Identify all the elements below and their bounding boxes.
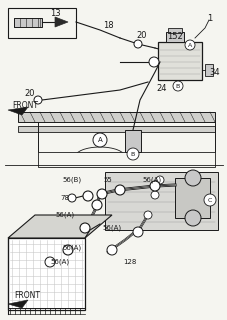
Text: 56(A): 56(A) <box>102 225 121 231</box>
Text: A: A <box>187 43 191 47</box>
Polygon shape <box>18 126 214 132</box>
Bar <box>14 18 42 27</box>
Text: 56(B): 56(B) <box>62 177 81 183</box>
Text: 20: 20 <box>25 89 35 98</box>
Bar <box>8 8 76 38</box>
Circle shape <box>150 191 158 199</box>
Circle shape <box>172 81 182 91</box>
Circle shape <box>83 191 93 201</box>
Polygon shape <box>8 107 28 115</box>
Text: FRONT: FRONT <box>12 100 38 109</box>
Circle shape <box>203 194 215 206</box>
Circle shape <box>45 257 55 267</box>
Circle shape <box>126 148 138 160</box>
Ellipse shape <box>124 127 140 133</box>
Circle shape <box>114 185 124 195</box>
Circle shape <box>34 96 42 104</box>
Circle shape <box>148 57 158 67</box>
Text: 24: 24 <box>156 84 167 92</box>
Bar <box>124 130 140 152</box>
Circle shape <box>106 245 116 255</box>
Circle shape <box>132 227 142 237</box>
Bar <box>204 64 212 76</box>
Text: 1: 1 <box>207 13 212 22</box>
Text: FRONT: FRONT <box>14 292 40 300</box>
Circle shape <box>184 40 194 50</box>
Text: A: A <box>97 137 102 143</box>
Text: 20: 20 <box>136 30 147 39</box>
Circle shape <box>92 200 101 210</box>
Bar <box>165 32 183 42</box>
Circle shape <box>68 194 76 202</box>
Text: 56(A): 56(A) <box>142 177 161 183</box>
Circle shape <box>149 181 159 191</box>
Polygon shape <box>18 112 214 122</box>
Circle shape <box>133 40 141 48</box>
Text: B: B <box>175 84 179 89</box>
Text: 56(A): 56(A) <box>50 259 69 265</box>
Polygon shape <box>8 300 28 308</box>
Text: 152: 152 <box>166 31 182 41</box>
Bar <box>174 178 209 218</box>
Polygon shape <box>8 215 111 238</box>
Circle shape <box>155 176 163 184</box>
Text: 13: 13 <box>49 9 60 18</box>
Circle shape <box>63 245 73 255</box>
Polygon shape <box>8 238 85 310</box>
Circle shape <box>96 189 106 199</box>
Text: 56(A): 56(A) <box>62 245 81 251</box>
Polygon shape <box>38 152 214 167</box>
Text: B: B <box>130 151 135 156</box>
Polygon shape <box>55 17 68 27</box>
Polygon shape <box>105 172 217 230</box>
Circle shape <box>93 133 106 147</box>
Text: 56(A): 56(A) <box>55 212 74 218</box>
Text: 78: 78 <box>60 195 69 201</box>
Circle shape <box>80 223 90 233</box>
Circle shape <box>143 211 151 219</box>
Text: 34: 34 <box>209 68 219 76</box>
Text: 128: 128 <box>123 259 136 265</box>
Circle shape <box>184 210 200 226</box>
Text: 18: 18 <box>102 20 113 29</box>
Bar <box>167 28 181 33</box>
Text: 55: 55 <box>103 177 112 183</box>
Bar <box>157 42 201 80</box>
Text: C: C <box>207 197 211 203</box>
Circle shape <box>184 170 200 186</box>
